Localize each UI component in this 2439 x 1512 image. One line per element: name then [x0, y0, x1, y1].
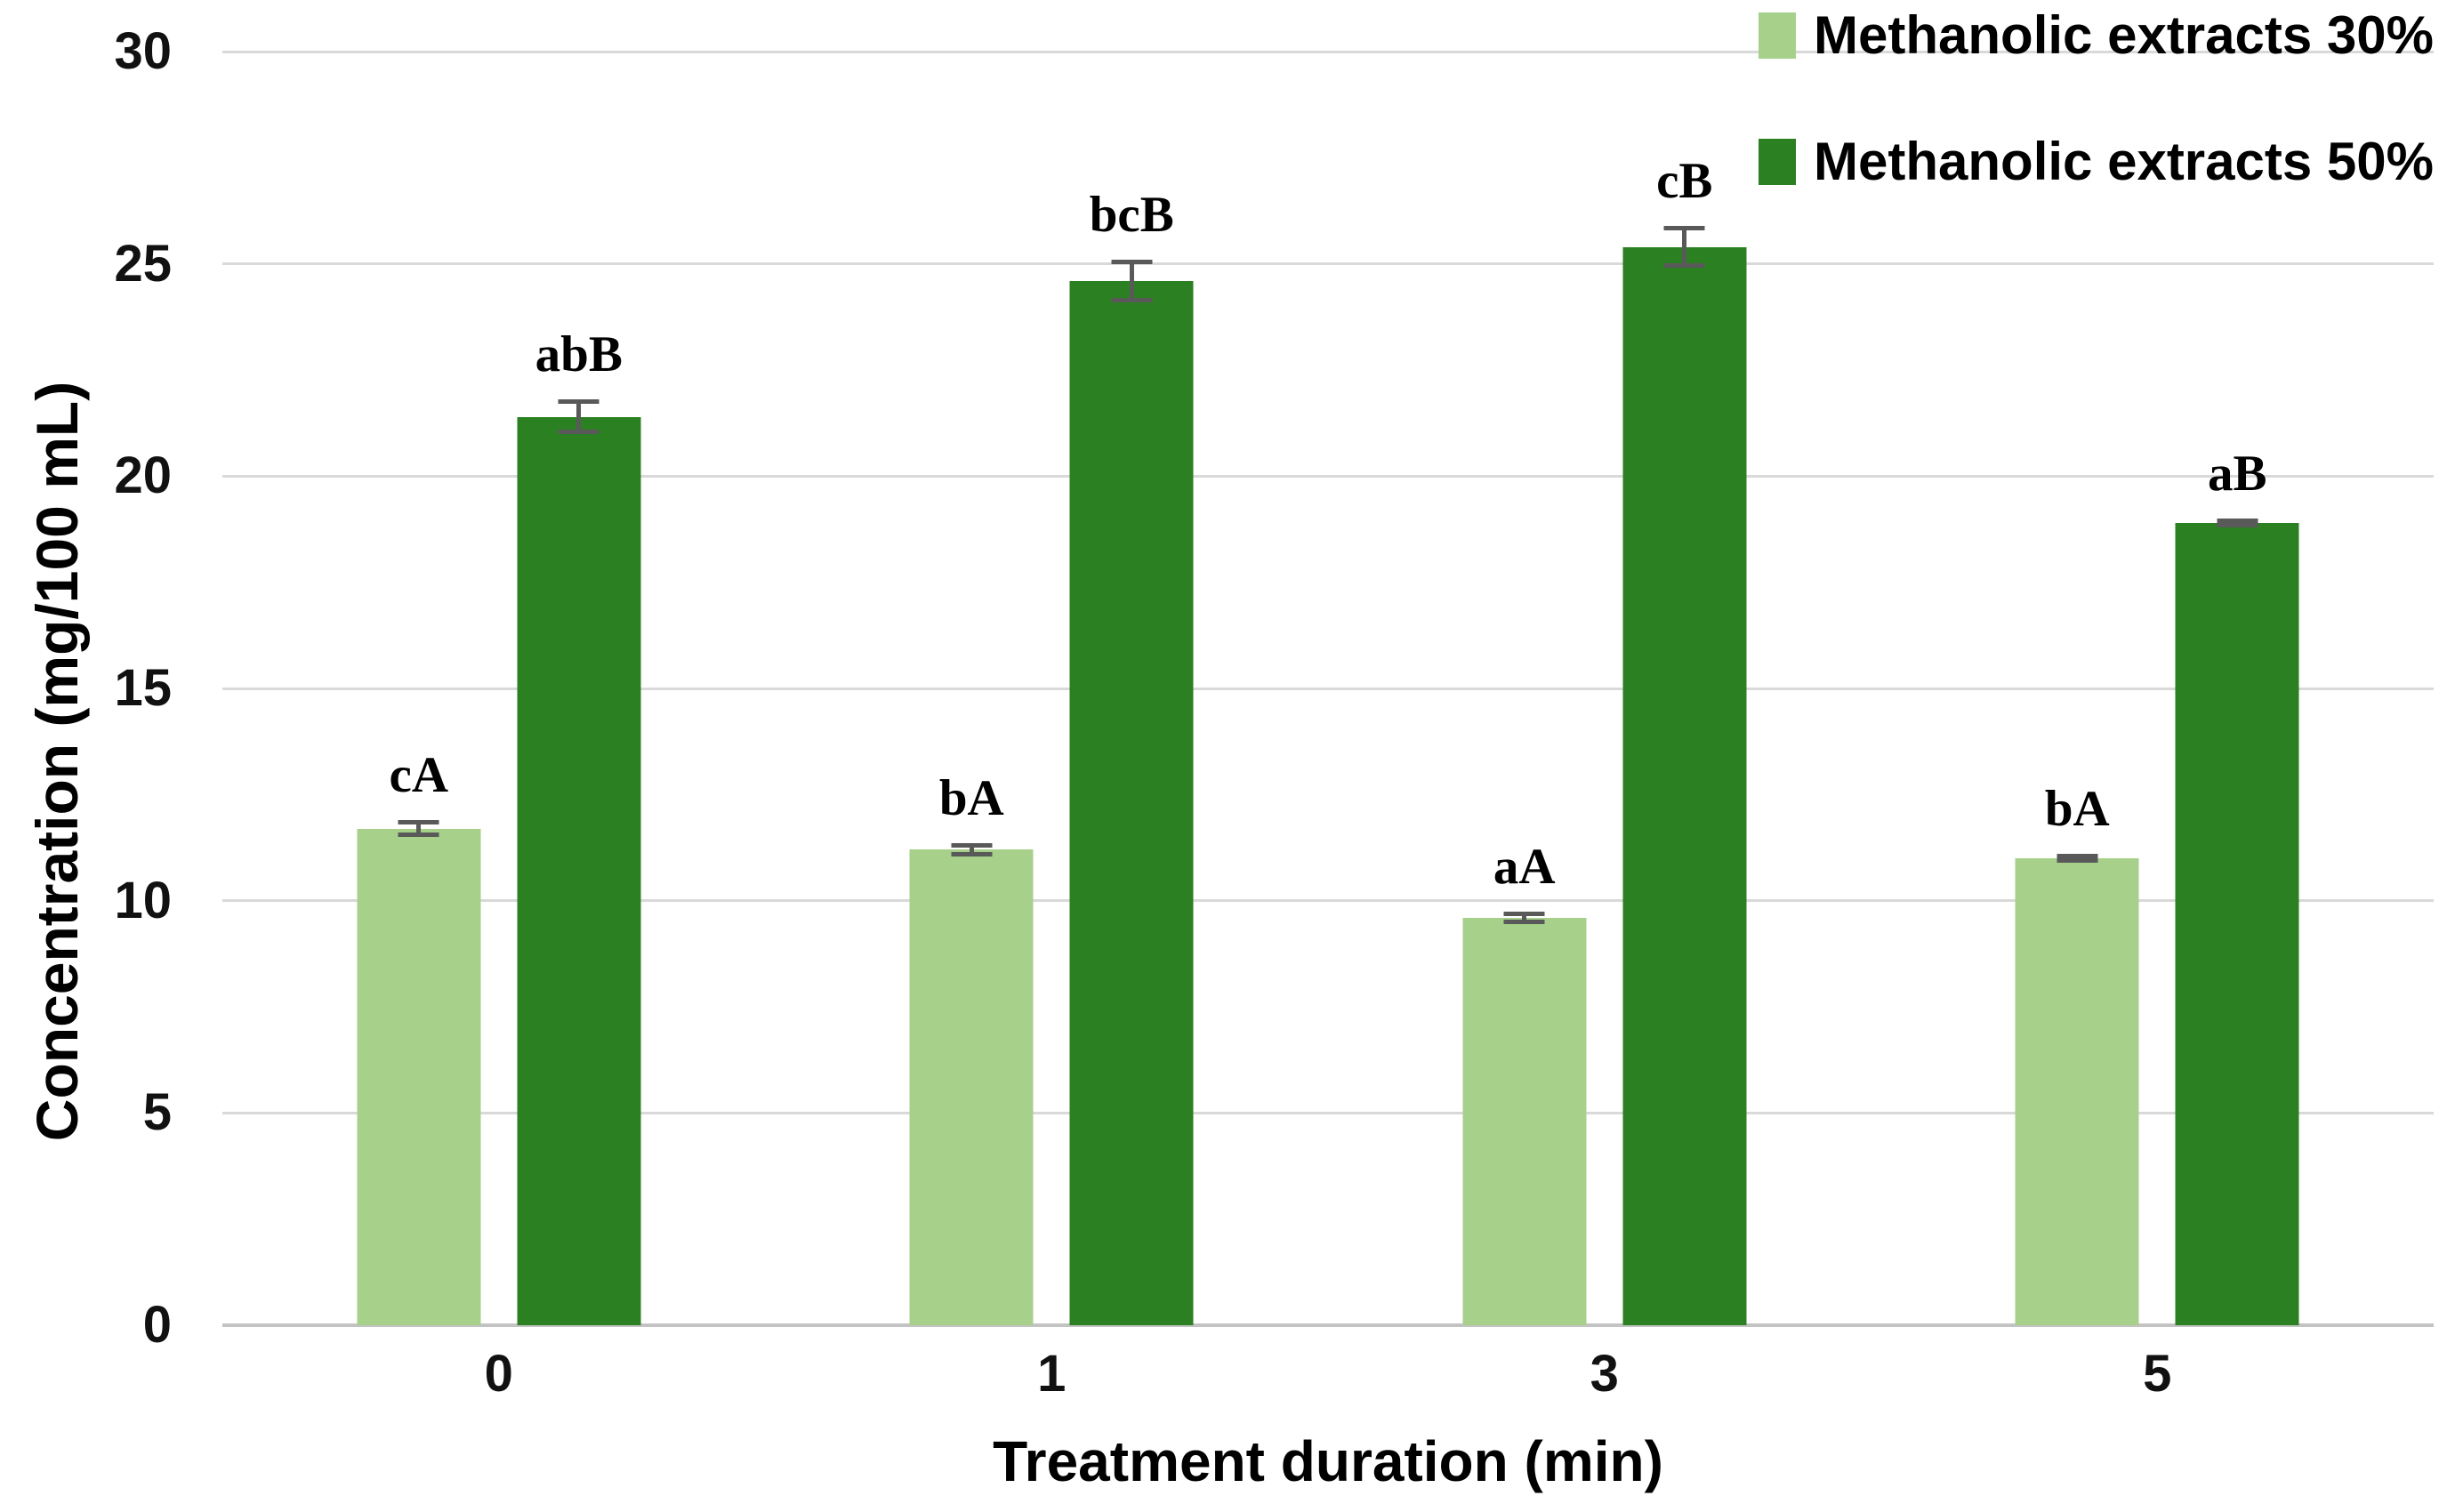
- bar-group-1: bA bcB: [909, 52, 1194, 1325]
- y-tick-label: 15: [114, 659, 172, 717]
- error-bar: [1111, 259, 1153, 302]
- gridline: [222, 1111, 2434, 1114]
- y-tick-label: 30: [114, 22, 172, 80]
- y-axis-tick-labels: 0 5 10 15 20 25 30: [0, 26, 182, 1351]
- legend-label-30: Methanolic extracts 30%: [1814, 5, 2434, 65]
- bar-30pct-1min: bA: [909, 773, 1034, 1325]
- bar-50pct-5min: aB: [2175, 448, 2299, 1325]
- gridline: [222, 899, 2434, 903]
- y-tick-label: 0: [142, 1296, 172, 1354]
- gridline: [222, 262, 2434, 266]
- significance-label: bcB: [1089, 186, 1174, 243]
- x-axis-tick-labels: 0 1 3 5: [222, 1348, 2434, 1411]
- error-bar: [1663, 225, 1705, 269]
- y-tick-label: 5: [142, 1083, 172, 1142]
- significance-label: aB: [2207, 446, 2267, 503]
- legend-swatch-30-icon: [1759, 12, 1797, 59]
- bar-group-5: bA aB: [2015, 52, 2299, 1325]
- error-bar: [558, 399, 600, 434]
- error-bar: [2057, 854, 2098, 864]
- bar-50pct-0min: abB: [517, 329, 641, 1325]
- bar-30pct-3min: aA: [1462, 841, 1587, 1325]
- legend-item-50: Methanolic extracts 50%: [1759, 135, 2434, 189]
- bar-30pct-5min: bA: [2015, 784, 2139, 1325]
- x-tick-label: 3: [1590, 1345, 1619, 1403]
- bar-group-0: cA abB: [357, 52, 641, 1325]
- significance-label: abB: [535, 326, 623, 383]
- x-axis-line: [222, 1323, 2434, 1327]
- error-bar-stem: [1522, 915, 1527, 920]
- error-bar-stem: [1129, 263, 1134, 298]
- x-axis-title: Treatment duration (min): [993, 1429, 1663, 1493]
- error-bar: [1503, 911, 1545, 924]
- error-bar-stem: [969, 848, 974, 852]
- y-tick-label: 10: [114, 871, 172, 929]
- bar-50pct-3min: cB: [1622, 156, 1747, 1325]
- significance-label: bA: [938, 770, 1004, 827]
- significance-label: aA: [1493, 838, 1556, 895]
- y-tick-label: 20: [114, 446, 172, 505]
- error-bar: [398, 820, 439, 838]
- bar-50pct-1min: bcB: [1069, 189, 1194, 1325]
- legend-item-30: Methanolic extracts 30%: [1759, 9, 2434, 62]
- bar-30pct-0min: cA: [357, 750, 481, 1325]
- error-bar-stem: [576, 404, 582, 430]
- error-bar: [2217, 519, 2258, 528]
- gridline: [222, 474, 2434, 478]
- error-bar-stem: [416, 824, 422, 833]
- significance-label: bA: [2044, 781, 2110, 838]
- significance-label: cB: [1656, 152, 1713, 209]
- gridline: [222, 50, 2434, 53]
- significance-label: cA: [389, 747, 448, 803]
- legend-swatch-50-icon: [1759, 139, 1797, 185]
- x-tick-label: 0: [484, 1345, 513, 1403]
- legend-label-50: Methanolic extracts 50%: [1814, 132, 2434, 191]
- legend: Methanolic extracts 30% Methanolic extra…: [1759, 9, 2434, 189]
- error-bar-stem: [1682, 229, 1687, 264]
- x-tick-label: 1: [1037, 1345, 1067, 1403]
- gridline: [222, 687, 2434, 690]
- y-tick-label: 25: [114, 234, 172, 293]
- bar-group-3: aA cB: [1462, 52, 1747, 1325]
- error-bar: [951, 843, 993, 857]
- x-tick-label: 5: [2143, 1345, 2172, 1403]
- plot-area: cA abB bA bcB aA cB bA aB: [222, 50, 2434, 1327]
